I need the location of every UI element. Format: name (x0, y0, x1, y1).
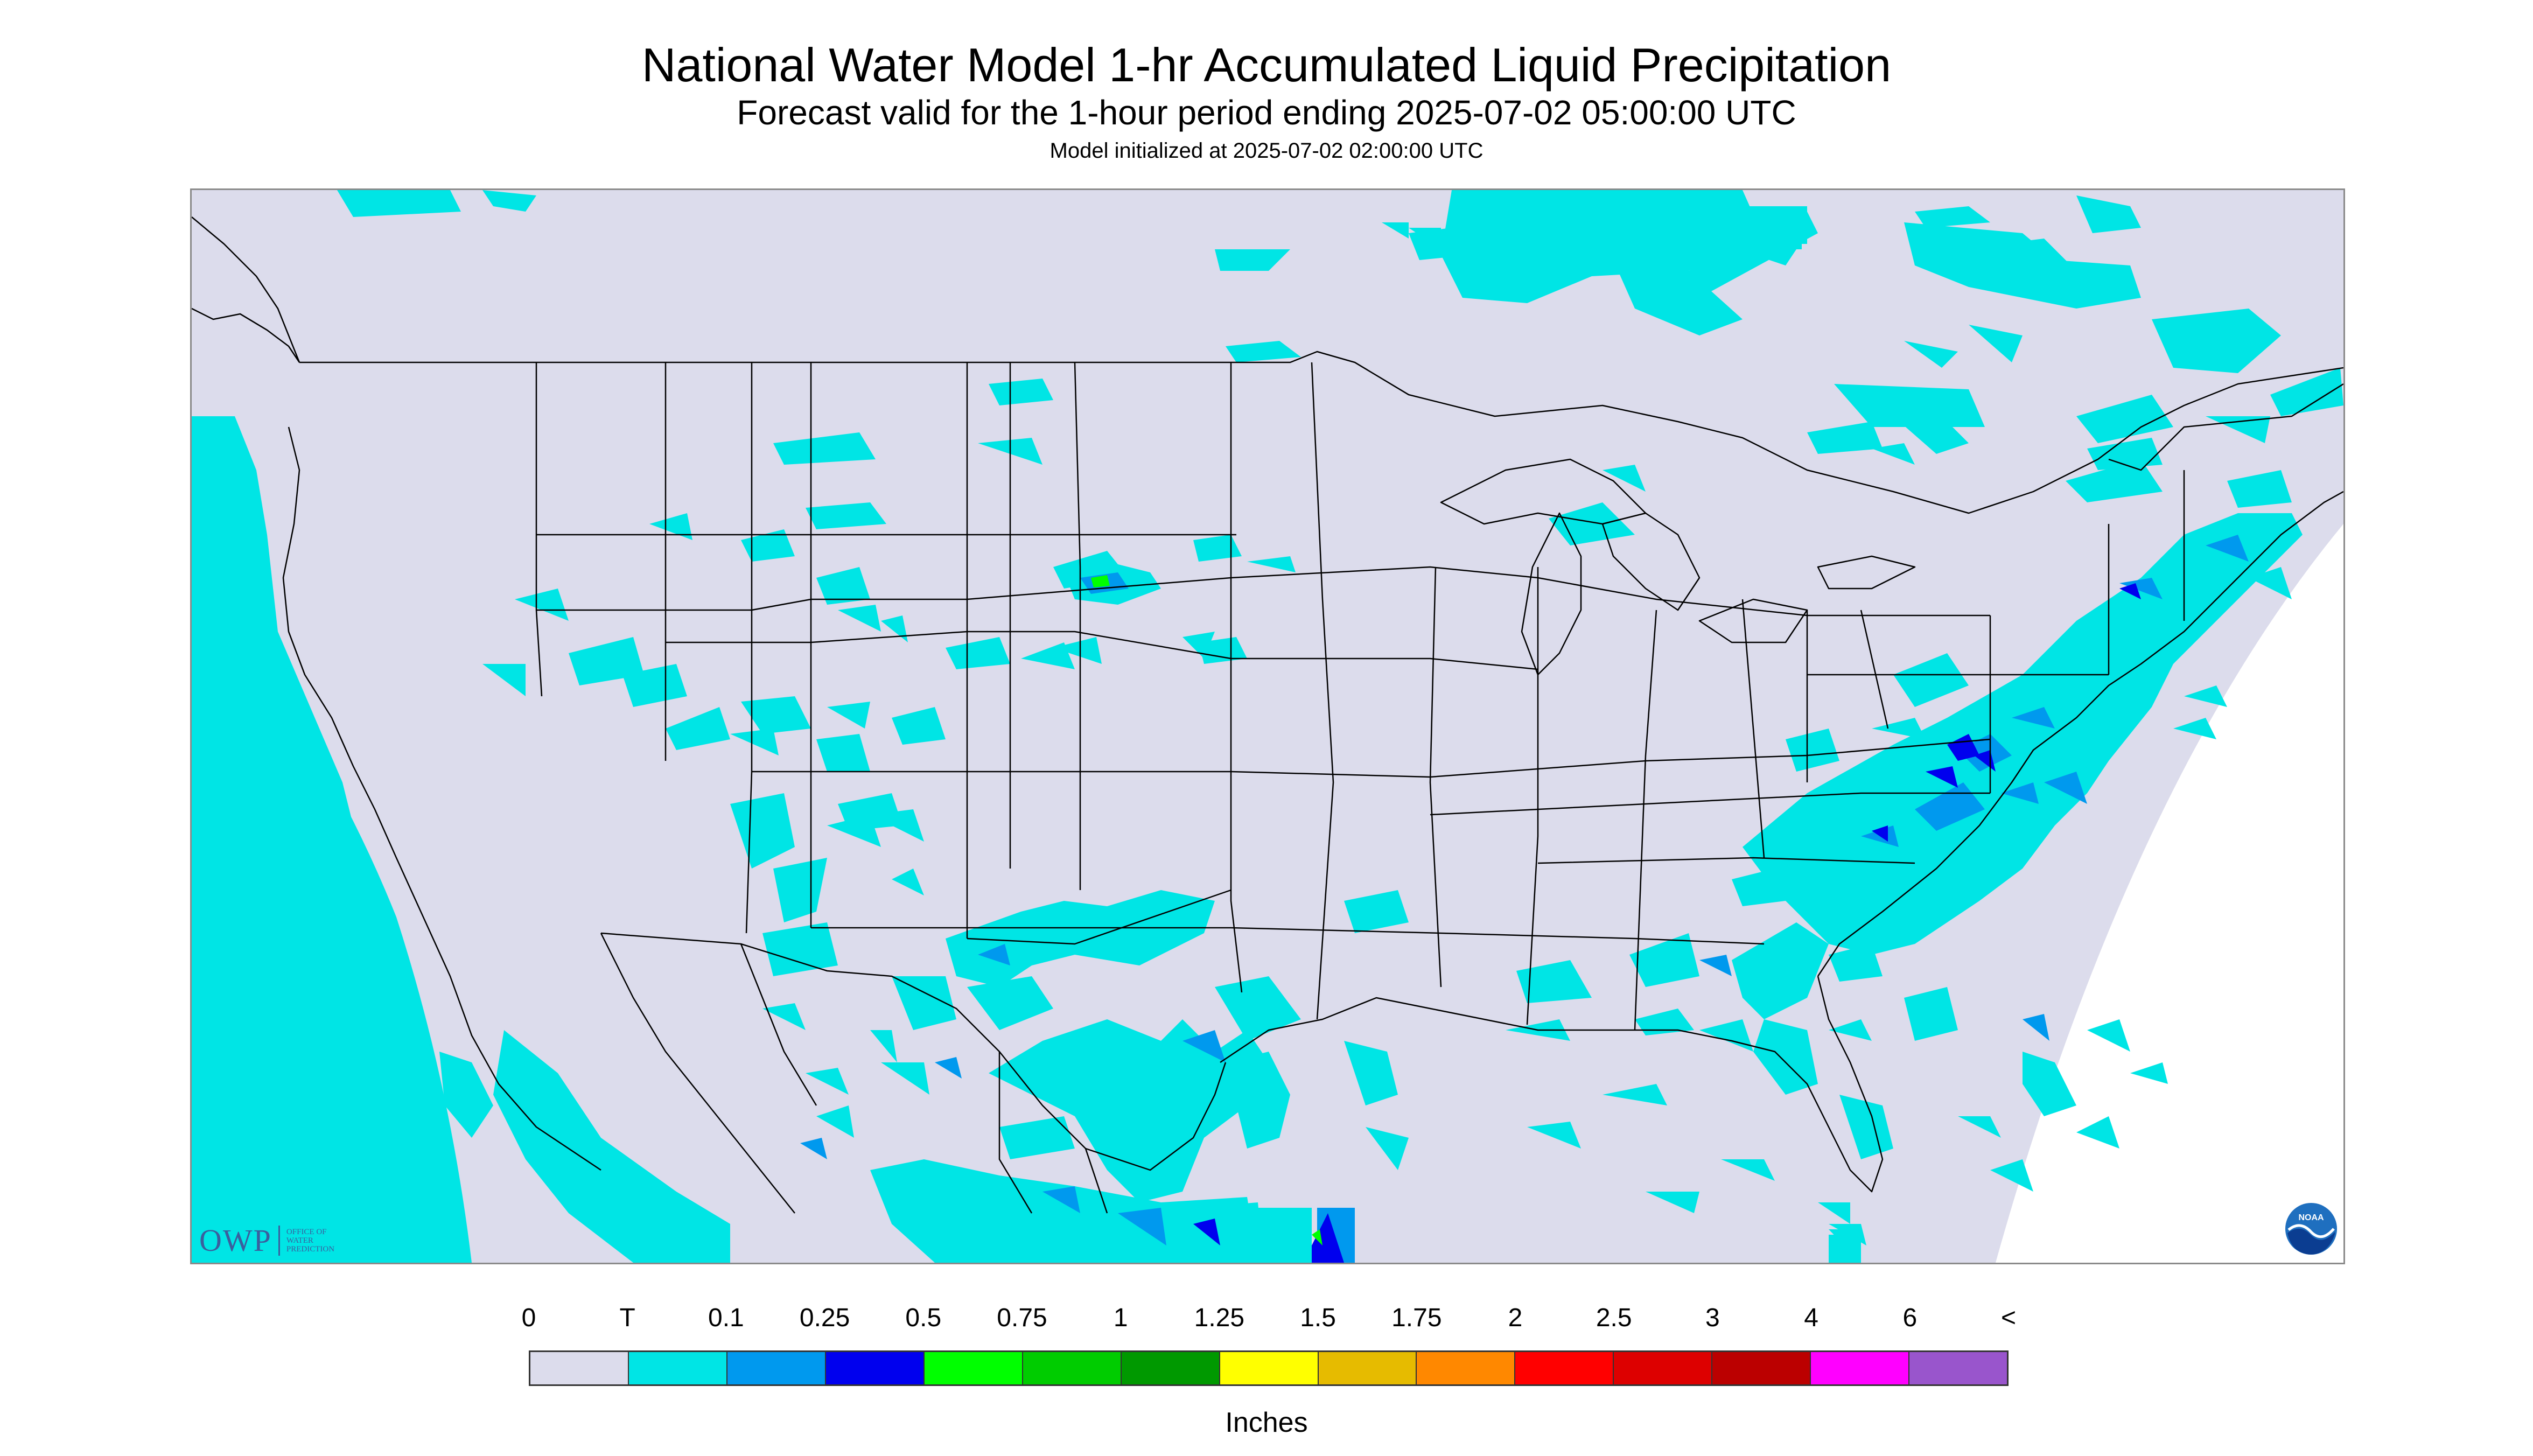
legend-swatch (1515, 1352, 1614, 1384)
legend-swatch (924, 1352, 1023, 1384)
noaa-logo-wave (2287, 1228, 2335, 1255)
legend-tick-label: 1.25 (1194, 1304, 1245, 1332)
legend-swatch (628, 1352, 727, 1384)
owp-logo: OWP OFFICE OF WATER PREDICTION (199, 1222, 351, 1258)
owp-logo-letters: OWP (199, 1223, 272, 1258)
owp-logo-separator (278, 1225, 280, 1256)
owp-logo-line: PREDICTION (286, 1244, 335, 1254)
chart-subtitle: Forecast valid for the 1-hour period end… (737, 93, 1796, 132)
legend-tick-label: 2 (1508, 1304, 1523, 1332)
noaa-logo-text: NOAA (2298, 1213, 2324, 1222)
legend-swatch (1023, 1352, 1122, 1384)
map-svg (192, 190, 2343, 1263)
noaa-logo: NOAA (2285, 1203, 2337, 1255)
legend-tick-label: 0.25 (799, 1304, 850, 1332)
legend-tick-label: 0.1 (708, 1304, 744, 1332)
legend-color-bar (529, 1350, 2009, 1386)
legend-swatch (1220, 1352, 1319, 1384)
chart-title: National Water Model 1-hr Accumulated Li… (641, 38, 1892, 92)
legend-tick-label: 1 (1113, 1304, 1128, 1332)
legend-tick-label: 1.75 (1391, 1304, 1442, 1332)
legend-tick-label: T (619, 1304, 635, 1332)
owp-logo-line: WATER (286, 1236, 313, 1245)
owp-logo-line: OFFICE OF (286, 1227, 327, 1236)
boundaries (192, 216, 2343, 1214)
legend-swatch (1417, 1352, 1516, 1384)
pacific-trace-band (192, 416, 730, 1263)
legend-tick-label: 0.75 (997, 1304, 1047, 1332)
heavy-precip-cells (1091, 575, 1323, 1245)
legend-tick-label: 4 (1804, 1304, 1818, 1332)
legend-tick-label: < (2000, 1304, 2017, 1332)
legend-swatch (1712, 1352, 1811, 1384)
legend-swatch (825, 1352, 925, 1384)
legend-swatch (727, 1352, 826, 1384)
noaa-logo-bird (2287, 1224, 2335, 1238)
precipitation-map (190, 188, 2345, 1264)
legend-swatch (1811, 1352, 1910, 1384)
legend-tick-label: 3 (1705, 1304, 1720, 1332)
owp-logo-subtitle: OFFICE OF WATER PREDICTION (286, 1228, 351, 1254)
legend-tick-label: 0 (521, 1304, 536, 1332)
legend-labels: 0 T 0.1 0.25 0.5 0.75 1 1.25 1.5 1.75 2 2.5 3 4 6 < (0, 1303, 2533, 1341)
model-init-line: Model initialized at 2025-07-02 02:00:00… (1049, 139, 1484, 163)
legend-tick-label: 6 (1902, 1304, 1918, 1332)
legend-swatch (1614, 1352, 1713, 1384)
legend-swatch (1909, 1352, 2007, 1384)
light-precip-cells (800, 535, 2249, 1263)
legend-tick-label: 1.5 (1300, 1304, 1336, 1332)
legend-units: Inches (1225, 1407, 1308, 1438)
legend-tick-label: 2.5 (1596, 1304, 1632, 1332)
legend-swatch (1121, 1352, 1220, 1384)
legend-swatch (530, 1352, 629, 1384)
legend-tick-label: 0.5 (905, 1304, 942, 1332)
legend-swatch (1318, 1352, 1417, 1384)
